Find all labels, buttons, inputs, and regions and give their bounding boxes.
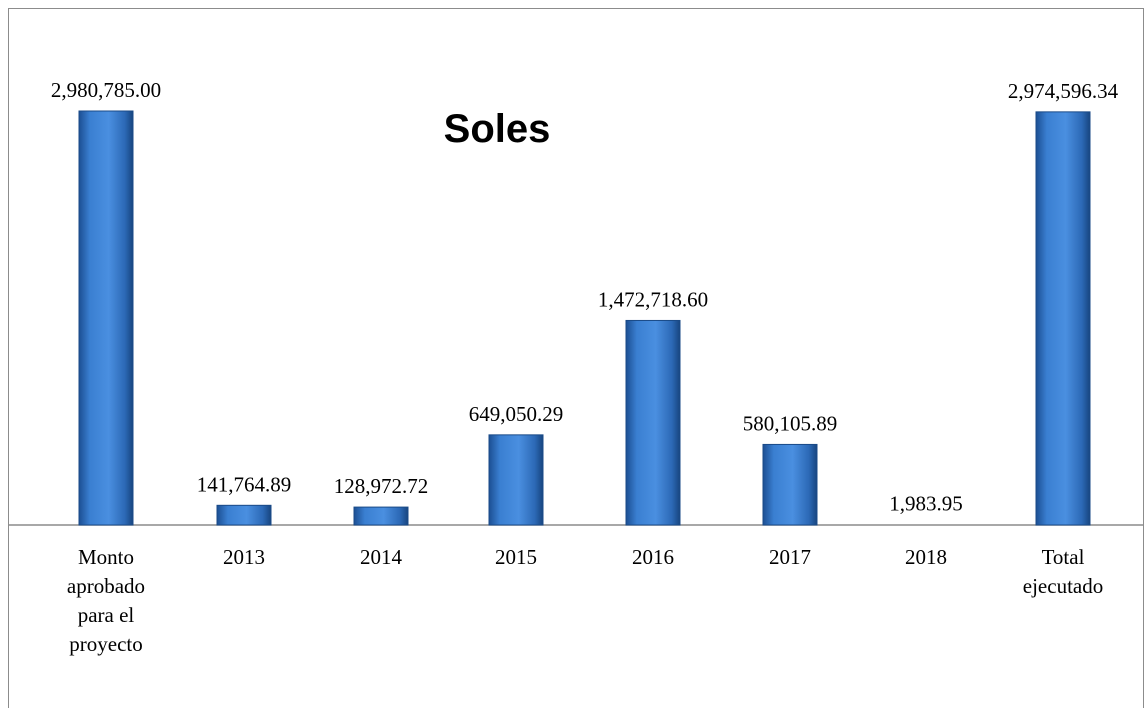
chart-frame (8, 8, 1144, 708)
category-label-line: aprobado (67, 574, 145, 598)
category-label-line: 2013 (223, 545, 265, 569)
value-label-7: 2,974,596.34 (1008, 79, 1119, 103)
category-label-0: Monto aprobado para el proyecto (67, 545, 145, 656)
bar-0 (78, 110, 134, 526)
category-label-6: 2018 (905, 545, 947, 569)
category-label-line: ejecutado (1023, 574, 1103, 598)
bar-2 (353, 506, 409, 526)
category-label-line: 2015 (495, 545, 537, 569)
value-label-6: 1,983.95 (889, 492, 963, 516)
category-label-5: 2017 (769, 545, 811, 569)
category-label-line: proyecto (69, 632, 142, 656)
value-labels-group: 2,980,785.00 141,764.89 128,972.72 649,050.… (51, 78, 1119, 516)
category-label-line: Monto (78, 545, 134, 569)
bar-5 (762, 443, 818, 526)
value-label-4: 1,472,718.60 (598, 287, 708, 311)
bar-3 (488, 434, 544, 526)
category-label-4: 2016 (632, 545, 674, 569)
bar-chart: Soles 2,980,785.00 141,764.89 128,972.72 64… (9, 78, 1143, 656)
value-label-2: 128,972.72 (334, 474, 429, 498)
bar-7 (1035, 111, 1091, 526)
value-label-0: 2,980,785.00 (51, 78, 161, 102)
category-label-line: 2018 (905, 545, 947, 569)
bar-4 (625, 319, 681, 526)
category-label-line: Total (1042, 545, 1085, 569)
category-label-3: 2015 (495, 545, 537, 569)
category-label-line: para el (78, 603, 135, 627)
value-label-3: 649,050.29 (469, 402, 564, 426)
category-labels-group: Monto aprobado para el proyecto 2013 2014 2015… (67, 545, 1103, 656)
category-label-2: 2014 (360, 545, 403, 569)
category-label-line: 2016 (632, 545, 674, 569)
category-label-1: 2013 (223, 545, 265, 569)
chart-title: Soles (444, 107, 551, 151)
bar-1 (216, 504, 272, 526)
bars-group (78, 110, 1091, 526)
category-label-7: Total ejecutado (1023, 545, 1103, 598)
value-label-5: 580,105.89 (743, 411, 838, 435)
category-label-line: 2014 (360, 545, 403, 569)
value-label-1: 141,764.89 (197, 472, 292, 496)
category-label-line: 2017 (769, 545, 811, 569)
